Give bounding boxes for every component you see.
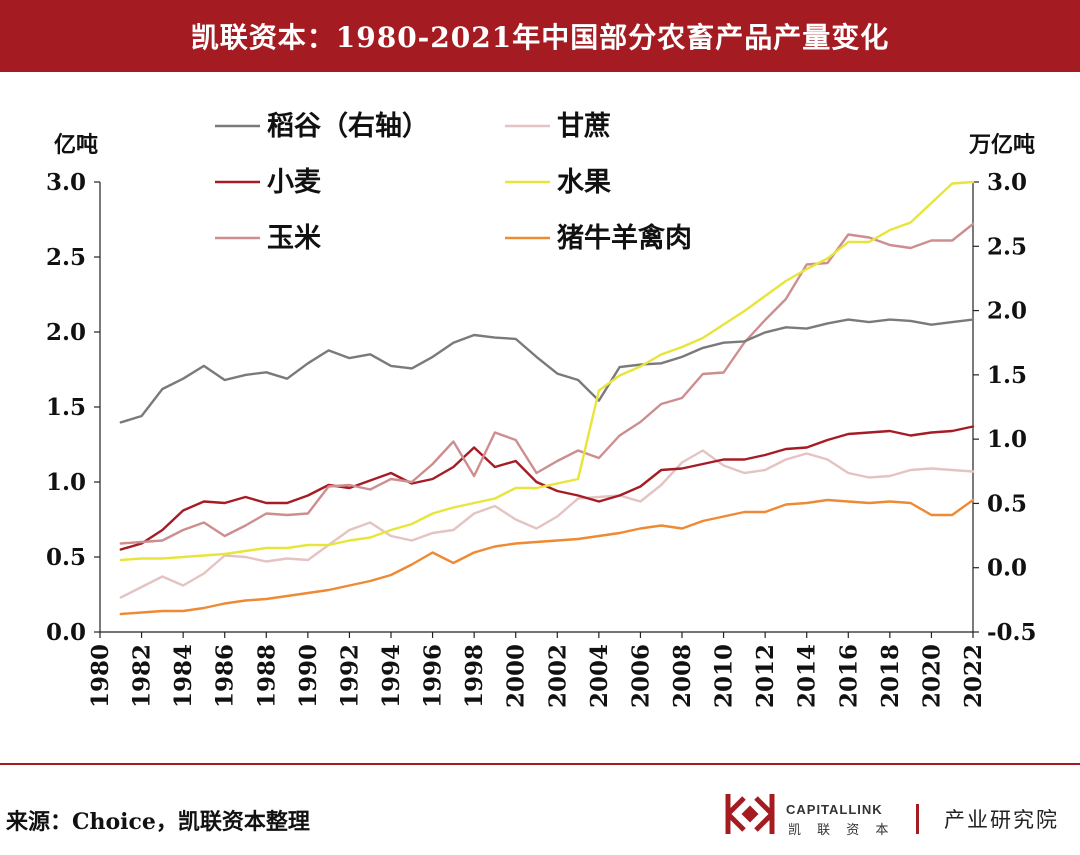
x-tick-label: 2016 [835,644,862,708]
right-tick-label: -0.5 [987,619,1037,646]
x-tick-label: 2010 [711,644,738,708]
left-axis-label: 亿吨 [54,132,98,158]
x-tick-label: 1988 [253,644,280,708]
x-tick-label: 2018 [877,644,904,708]
x-tick-label: 1984 [170,644,197,708]
legend-label: 甘蔗 [557,111,611,142]
x-tick-label: 1992 [336,644,363,708]
series-line [119,180,975,562]
right-tick-label: 3.0 [987,169,1027,196]
x-tick-label: 2008 [669,644,696,708]
x-tick-label: 2000 [503,644,530,708]
x-tick-label: 1980 [87,644,114,708]
x-tick-label: 2006 [627,644,654,708]
page-title: 凯联资本：1980-2021年中国部分农畜产品产量变化 [190,21,890,54]
brand-name-cn: 凯 联 资 本 [788,823,895,838]
x-tick-label: 1996 [420,644,447,708]
brand-name-en: CAPITALLINK [786,802,883,817]
legend-label: 猪牛羊禽肉 [557,222,692,254]
left-tick-label: 1.5 [46,394,86,421]
legend-label: 稻谷（右轴） [267,111,429,142]
capitallink-logo-icon [725,794,775,834]
series-line [119,318,975,424]
footer: 来源：Choice，凯联资本整理 CAPITALLINK 凯 联 资 本 产业研… [0,766,1080,855]
brand-department: 产业研究院 [944,808,1059,832]
x-tick-label: 2022 [960,644,987,708]
series-line [119,449,975,599]
title-banner: 凯联资本：1980-2021年中国部分农畜产品产量变化 [0,0,1080,72]
chart-axes: 0.0 0.5 1.0 1.5 2.0 2.5 3.0 -0.5 0.0 0.5 1.0 1.5 2.0… [46,169,1037,708]
left-tick-label: 1.0 [46,469,86,496]
x-tick-label: 1998 [461,644,488,708]
brand-separator [916,804,919,834]
right-tick-label: 1.5 [987,362,1027,389]
left-tick-label: 2.0 [46,319,86,346]
series-line [119,222,975,545]
series-line [119,425,975,551]
source-note: 来源：Choice，凯联资本整理 [6,809,310,835]
legend-label: 水果 [557,167,611,198]
x-tick-label: 2002 [544,644,571,708]
series-line [119,498,975,616]
left-tick-label: 3.0 [46,169,86,196]
x-tick-label: 2014 [794,644,821,708]
right-tick-label: 2.5 [987,233,1027,260]
x-tick-label: 1994 [378,644,405,708]
right-tick-label: 0.0 [987,555,1027,582]
chart-series [119,180,975,616]
footer-divider [0,763,1080,765]
right-tick-label: 0.5 [987,490,1027,517]
left-tick-label: 0.5 [46,544,86,571]
legend-label: 小麦 [267,167,322,198]
x-tick-label: 2020 [918,644,945,708]
left-tick-label: 2.5 [46,244,86,271]
right-tick-label: 1.0 [987,426,1027,453]
x-tick-label: 2004 [586,644,613,708]
x-tick-label: 1990 [295,644,322,708]
x-tick-label: 1986 [212,644,239,708]
legend-label: 玉米 [267,223,321,254]
left-tick-label: 0.0 [46,619,86,646]
x-tick-label: 2012 [752,644,779,708]
line-chart: 0.0 0.5 1.0 1.5 2.0 2.5 3.0 -0.5 0.0 0.5 1.0 1.5 2.0… [46,111,1037,708]
right-axis-label: 万亿吨 [968,132,1035,158]
x-tick-label: 1982 [129,644,156,708]
right-tick-label: 2.0 [987,298,1027,325]
